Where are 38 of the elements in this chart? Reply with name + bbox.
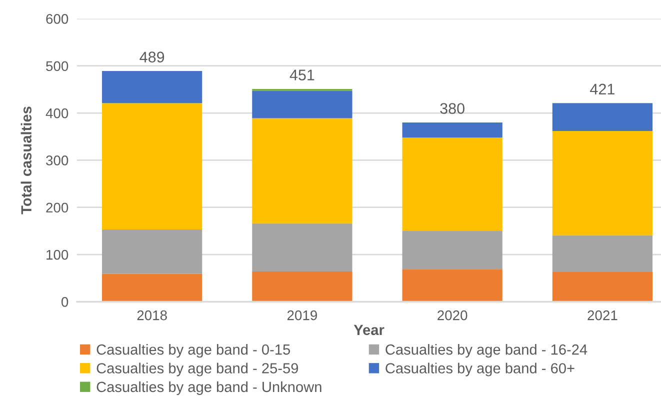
- total-label: 380: [440, 103, 464, 114]
- bar: [552, 235, 653, 272]
- total-label: 421: [590, 84, 614, 94]
- y-tick-label: 400: [46, 108, 68, 118]
- x-tick-label: 2019: [287, 310, 317, 320]
- bar: [552, 130, 653, 236]
- bar: [552, 103, 653, 131]
- bar: [552, 272, 653, 302]
- legend-label: Casualties by age band - Unknown: [96, 381, 322, 395]
- bar: [252, 90, 352, 118]
- legend-label: Casualties by age band - 25-59: [96, 362, 298, 376]
- total-label: 489: [140, 52, 164, 62]
- y-axis-title: Total casualties: [20, 106, 32, 214]
- y-tick-label: 500: [46, 61, 68, 72]
- bar: [402, 269, 502, 302]
- y-tick-label: 200: [46, 202, 68, 213]
- total-label: 451: [290, 70, 314, 80]
- bar: [102, 274, 202, 302]
- bar: [102, 230, 202, 274]
- x-axis-title: Year: [354, 324, 384, 336]
- y-tick-label: 0: [61, 297, 68, 307]
- legend-label: Casualties by age band - 60+: [386, 362, 574, 376]
- bar: [252, 223, 352, 272]
- bar: [402, 138, 502, 231]
- bar: [102, 71, 202, 104]
- y-tick-label: 300: [46, 156, 68, 166]
- legend-label: Casualties by age band - 16-24: [386, 344, 588, 358]
- legend-label: Casualties by age band - 0-15: [96, 344, 290, 358]
- x-tick-label: 2021: [588, 310, 618, 320]
- bar: [252, 118, 352, 224]
- bar: [402, 230, 502, 270]
- bar: [102, 103, 202, 230]
- x-tick-label: 2020: [438, 310, 468, 320]
- bar: [252, 272, 352, 302]
- y-tick-label: 100: [46, 250, 68, 260]
- y-tick-label: 600: [46, 14, 68, 24]
- bar: [402, 122, 502, 138]
- x-tick-label: 2018: [137, 310, 167, 320]
